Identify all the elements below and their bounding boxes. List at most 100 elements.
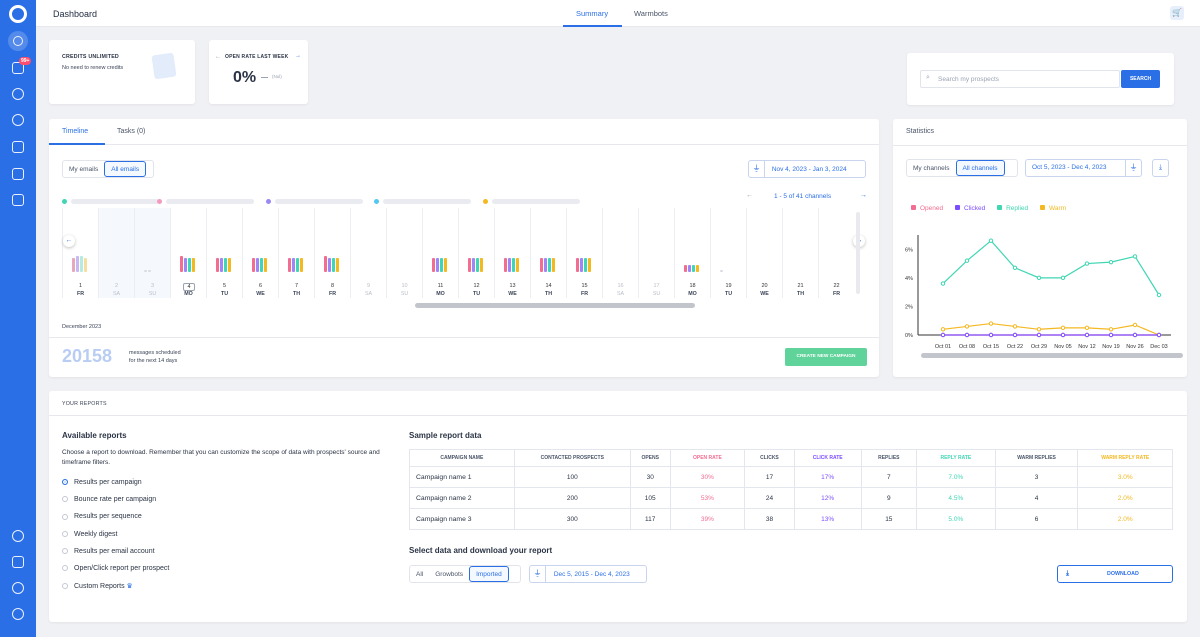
calendar-icon[interactable] [12, 556, 24, 568]
statistics-date-range[interactable]: Oct 5, 2023 - Dec 4, 2023 ⏚ [1025, 159, 1142, 177]
page-title: Dashboard [53, 9, 98, 19]
data-point [940, 281, 946, 286]
column-header: CAMPAIGN NAME [409, 449, 515, 467]
calendar-day[interactable]: 15 FR [566, 208, 602, 298]
calendar-day[interactable]: 21 TH [782, 208, 818, 298]
calendar-day[interactable]: 5 TU [206, 208, 242, 298]
search-input[interactable]: ⌕ Search my prospects [920, 70, 1120, 88]
y-tick-label: 6% [905, 247, 913, 253]
download-icon[interactable]: ⤓ [1152, 159, 1169, 177]
radio-icon[interactable] [62, 513, 68, 520]
source-segment: All Growbots Imported [409, 565, 521, 583]
scheduled-text-1: messages scheduled [129, 350, 181, 356]
day-number: 19 [725, 283, 732, 289]
horizontal-scrollbar[interactable] [415, 303, 695, 308]
day-bars [504, 254, 520, 272]
day-bars [324, 254, 340, 272]
create-campaign-button[interactable]: CREATE NEW CAMPAIGN [785, 348, 867, 366]
radio-icon[interactable] [62, 565, 68, 572]
calendar-day[interactable]: 2 SA [98, 208, 134, 298]
mail-icon[interactable] [12, 62, 24, 74]
building-icon[interactable] [12, 141, 24, 153]
calendar-day[interactable]: 8 FR [314, 208, 350, 298]
report-option[interactable]: Results per sequence [62, 513, 142, 520]
target-icon[interactable] [12, 114, 24, 126]
table-cell: 200 [513, 487, 631, 509]
tab-summary[interactable]: Summary [576, 9, 609, 18]
calendar-day[interactable]: 18 MO [674, 208, 710, 298]
day-number: 6 [258, 283, 263, 289]
report-option[interactable]: Results per email account [62, 548, 155, 555]
source-growbots[interactable]: Growbots [435, 571, 464, 578]
search-card: ⌕ Search my prospects SEARCH [907, 53, 1174, 105]
download-button[interactable]: ⤓ DOWNLOAD [1057, 565, 1173, 583]
report-option[interactable]: Open/Click report per prospect [62, 565, 169, 572]
calendar-day[interactable]: 9 SA [350, 208, 386, 298]
calendar-day[interactable]: 1 FR [62, 208, 98, 298]
calendar-day[interactable]: 10 SU [386, 208, 422, 298]
my-channels-option[interactable]: My channels [913, 165, 950, 172]
report-option[interactable]: Weekly digest [62, 531, 117, 538]
data-point [1060, 332, 1066, 338]
radio-icon[interactable] [62, 583, 68, 590]
radio-icon[interactable] [62, 547, 68, 554]
day-number: 18 [689, 283, 696, 289]
calendar-day[interactable]: 19 TU [710, 208, 746, 298]
report-date-range[interactable]: ⏚ Dec 5, 2015 - Dec 4, 2023 [529, 565, 647, 583]
calendar-day[interactable]: 22 FR [818, 208, 854, 298]
day-bar [228, 258, 231, 272]
search-icon[interactable] [12, 88, 24, 100]
day-bar [260, 258, 263, 272]
calendar-day[interactable]: 12 TU [458, 208, 494, 298]
report-option[interactable]: Bounce rate per campaign [62, 496, 156, 503]
day-number: 2 [114, 283, 119, 289]
calendar-day[interactable]: 17 SU [638, 208, 674, 298]
calendar-day[interactable]: 13 WE [494, 208, 530, 298]
tab-timeline[interactable]: Timeline [62, 128, 89, 135]
logo-icon[interactable] [9, 5, 27, 23]
table-cell: 3.0% [1077, 466, 1173, 488]
bulb-icon[interactable] [12, 530, 24, 542]
pager-next-icon[interactable]: → [860, 192, 867, 199]
source-all[interactable]: All [416, 571, 424, 578]
swap-icon[interactable] [12, 168, 24, 180]
calendar-prev-icon[interactable]: ← [63, 235, 75, 247]
pager-prev-icon[interactable]: ← [746, 192, 753, 199]
next-arrow-icon[interactable]: → [295, 53, 301, 59]
table-cell: 6 [994, 508, 1079, 530]
my-emails-option[interactable]: My emails [69, 166, 99, 173]
prev-arrow-icon[interactable]: ← [215, 54, 221, 60]
chart-legend: Opened Clicked Replied Warm [911, 205, 1066, 212]
calendar-day[interactable]: 16 SA [602, 208, 638, 298]
calendar-day[interactable]: 20 WE [746, 208, 782, 298]
source-imported[interactable]: Imported [469, 566, 509, 582]
replied-swatch [997, 205, 1003, 210]
calendar-day[interactable]: 4 MO [170, 208, 206, 298]
vertical-scrollbar[interactable] [856, 212, 860, 294]
radio-icon[interactable] [62, 496, 68, 503]
calendar-day[interactable]: 11 MO [422, 208, 458, 298]
table-cell: 300 [513, 508, 631, 530]
calendar-day[interactable]: 6 WE [242, 208, 278, 298]
gear-icon[interactable] [12, 582, 24, 594]
power-icon[interactable] [12, 608, 24, 620]
search-button[interactable]: SEARCH [1121, 70, 1160, 88]
day-number: 4 [183, 283, 195, 291]
all-channels-option[interactable]: All channels [955, 160, 1005, 176]
dashboard-icon[interactable] [8, 31, 28, 51]
tab-tasks[interactable]: Tasks (0) [117, 128, 146, 135]
timeline-date-range[interactable]: ⏚ Nov 4, 2023 - Jan 3, 2024 [748, 160, 866, 178]
calendar-day[interactable]: 3 SU [134, 208, 170, 298]
report-option[interactable]: Results per campaign [62, 479, 142, 486]
day-number: 12 [473, 283, 480, 289]
chart-scrollbar[interactable] [921, 353, 1183, 358]
radio-icon[interactable] [62, 479, 68, 486]
tab-warmbots[interactable]: Warmbots [634, 9, 668, 18]
radio-icon[interactable] [62, 530, 68, 537]
calendar-day[interactable]: 7 TH [278, 208, 314, 298]
cart-icon[interactable]: 🛒 [1170, 6, 1184, 20]
chat-icon[interactable] [12, 194, 24, 206]
all-emails-option[interactable]: All emails [104, 161, 147, 177]
calendar-day[interactable]: 14 TH [530, 208, 566, 298]
report-option[interactable]: Custom Reports ♛ [62, 582, 133, 590]
